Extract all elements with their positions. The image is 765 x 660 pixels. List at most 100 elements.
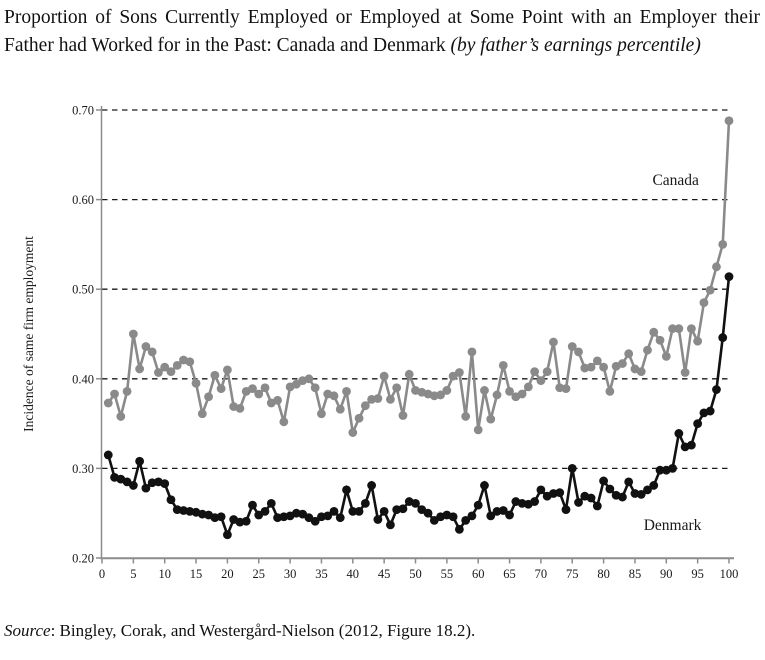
data-point <box>304 374 314 384</box>
data-point <box>379 371 389 381</box>
x-axis-ticks <box>101 558 730 564</box>
data-point <box>216 512 226 522</box>
data-point <box>348 507 358 516</box>
x-axis-tick-labels: 0 5 10 15 20 25 30 35 40 45 50 55 60 65 70 75 80 85 90 95 10… <box>99 567 739 581</box>
data-point <box>574 347 583 357</box>
data-point <box>567 464 577 473</box>
source-note: Source: Bingley, Corak, and Westergård-N… <box>4 621 760 641</box>
x-tick-label: 0 <box>99 567 105 581</box>
data-series <box>103 116 734 540</box>
x-tick-label: 60 <box>472 567 485 581</box>
x-tick-label: 30 <box>284 567 297 581</box>
data-point <box>210 370 220 380</box>
data-point <box>172 360 182 370</box>
denmark-series <box>103 272 734 540</box>
data-point <box>486 511 496 521</box>
data-point <box>248 500 257 510</box>
data-point <box>436 390 445 400</box>
data-point <box>235 403 245 413</box>
data-point <box>110 389 119 399</box>
data-point <box>480 386 489 395</box>
data-point <box>392 383 402 393</box>
data-point <box>423 508 433 518</box>
data-point <box>686 324 696 334</box>
x-tick-label: 95 <box>691 567 704 581</box>
data-point <box>310 383 320 393</box>
y-axis-tick-labels: 0.20 0.30 0.40 0.50 0.60 0.70 <box>72 104 94 566</box>
data-point <box>498 506 508 515</box>
data-point <box>260 507 270 516</box>
denmark-label: Denmark <box>644 517 702 534</box>
data-point <box>674 324 684 334</box>
data-point <box>561 384 571 394</box>
data-point <box>141 483 151 493</box>
data-point <box>323 511 333 521</box>
data-point <box>549 337 558 347</box>
figure-title: Proportion of Sons Currently Employed or… <box>4 4 760 59</box>
data-point <box>605 386 615 396</box>
data-point <box>592 501 602 511</box>
data-point <box>705 406 715 416</box>
data-point <box>342 386 351 396</box>
data-point <box>536 376 546 385</box>
data-point <box>668 464 677 473</box>
data-point <box>624 477 634 487</box>
data-point <box>643 485 652 495</box>
data-point <box>279 417 289 427</box>
data-point <box>467 347 477 357</box>
data-point <box>411 498 420 508</box>
data-point <box>693 419 703 428</box>
data-point <box>273 395 282 405</box>
y-tick-label: 0.70 <box>72 104 94 118</box>
data-point <box>724 272 734 282</box>
x-tick-label: 20 <box>221 567 234 581</box>
data-point <box>649 327 659 337</box>
x-tick-label: 100 <box>720 567 739 581</box>
data-point <box>128 481 138 490</box>
data-point <box>636 489 646 499</box>
x-tick-label: 10 <box>158 567 171 581</box>
data-point <box>643 345 652 355</box>
data-point <box>567 342 577 351</box>
data-point <box>354 413 364 423</box>
data-point <box>335 404 345 414</box>
data-point <box>448 512 458 522</box>
data-point <box>335 513 345 523</box>
data-point <box>505 510 514 520</box>
y-tick-label: 0.30 <box>72 462 94 476</box>
data-point <box>686 440 696 450</box>
data-point <box>185 357 195 367</box>
data-point <box>404 369 414 379</box>
data-point <box>166 367 176 377</box>
x-tick-label: 15 <box>190 567 203 581</box>
data-point <box>317 409 326 419</box>
data-point <box>574 498 583 507</box>
data-point <box>530 367 540 377</box>
data-point <box>461 412 471 421</box>
data-point <box>586 493 596 503</box>
data-point <box>248 384 257 394</box>
data-point <box>649 481 659 490</box>
x-tick-label: 80 <box>597 567 610 581</box>
canada-series <box>103 116 734 438</box>
x-tick-label: 5 <box>130 567 136 581</box>
data-point <box>473 425 483 435</box>
data-point <box>147 347 157 357</box>
canada-label: Canada <box>652 172 699 189</box>
y-axis-ticks <box>96 109 102 559</box>
data-point <box>655 335 665 345</box>
data-point <box>480 481 489 490</box>
figure-title-main: Proportion of Sons Currently Employed or… <box>4 7 760 56</box>
data-point <box>624 349 634 359</box>
data-point <box>636 367 646 377</box>
data-point <box>191 378 201 388</box>
data-point <box>386 395 395 404</box>
canada-line <box>107 120 731 438</box>
data-point <box>223 365 232 375</box>
x-tick-label: 65 <box>503 567 516 581</box>
data-point <box>329 507 339 516</box>
series-annotations: Canada Denmark <box>644 172 702 534</box>
data-point <box>266 498 276 508</box>
